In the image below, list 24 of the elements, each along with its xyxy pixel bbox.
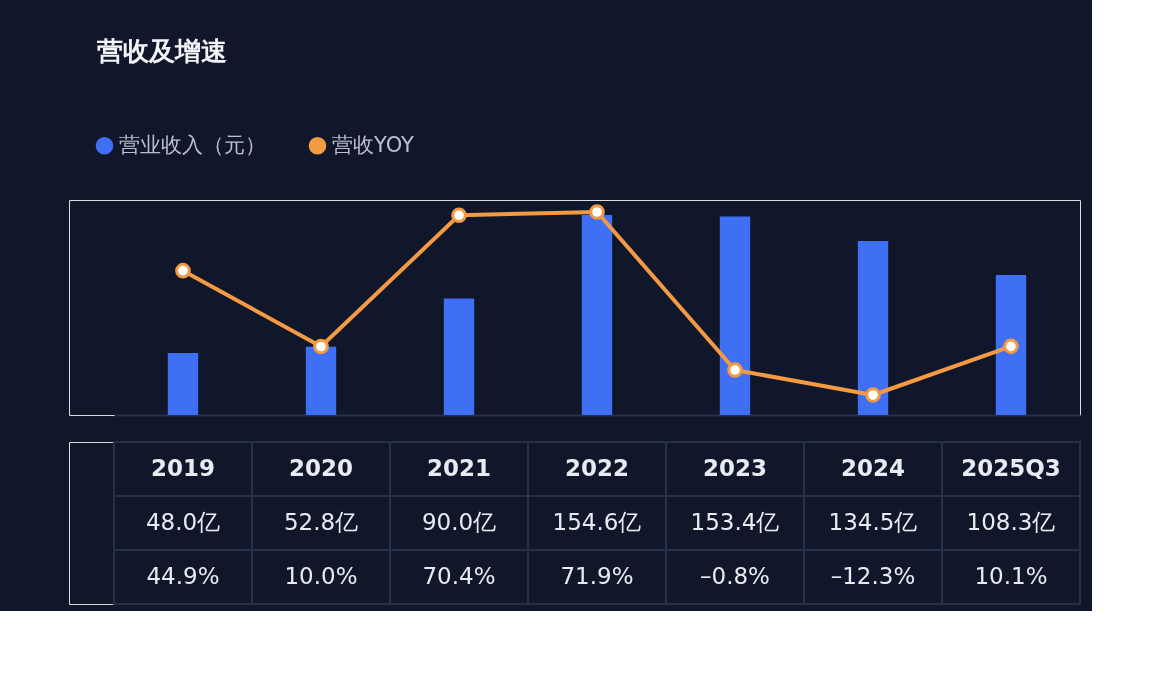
x-tick-label: 2020	[288, 455, 354, 481]
data-label: 48.0亿	[145, 509, 221, 535]
data-label: 52.8亿	[283, 509, 359, 535]
data-label: 154.6亿	[552, 509, 642, 535]
data-label: 108.3亿	[966, 509, 1056, 535]
x-tick-label: 2025Q3	[961, 455, 1061, 481]
legend-label: 营业收入（元）	[119, 132, 266, 157]
data-label: 44.9%	[146, 563, 220, 589]
x-tick-label: 2021	[426, 455, 492, 481]
data-label: 71.9%	[560, 563, 634, 589]
data-label: 10.0%	[284, 563, 358, 589]
chart-title: 营收及增速	[95, 35, 227, 66]
x-tick-label: 2024	[840, 455, 906, 481]
data-label: –12.3%	[830, 563, 916, 589]
x-tick-label: 2022	[564, 455, 630, 481]
data-label: 10.1%	[974, 563, 1048, 589]
data-label: 134.5亿	[828, 509, 918, 535]
legend-label: 营收YOY	[332, 132, 415, 157]
data-label: 90.0亿	[421, 509, 497, 535]
x-tick-label: 2019	[150, 455, 216, 481]
data-label: 153.4亿	[690, 509, 780, 535]
data-label: –0.8%	[700, 563, 770, 589]
x-tick-label: 2023	[702, 455, 768, 481]
data-label: 70.4%	[422, 563, 496, 589]
